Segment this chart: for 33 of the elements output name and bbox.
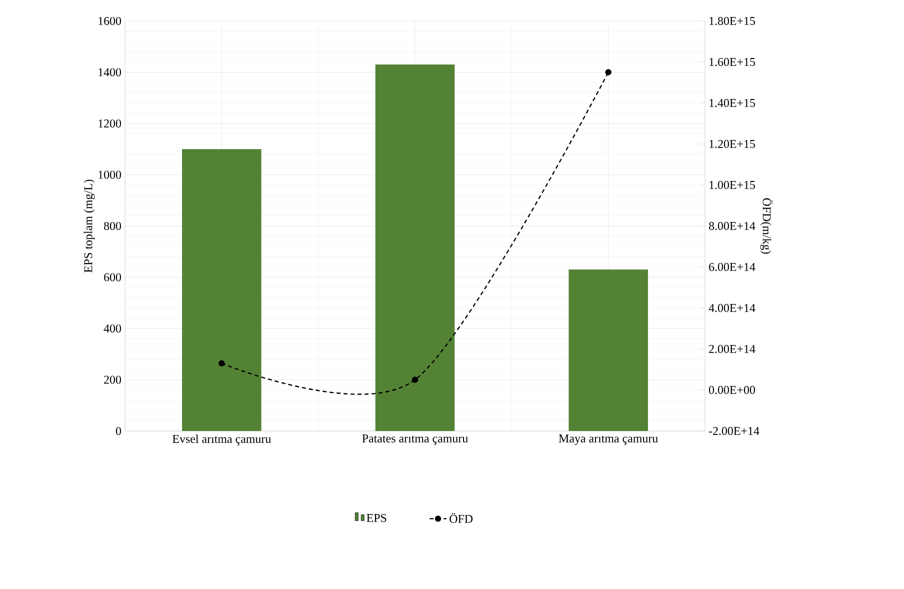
x-tick-label: Maya arıtma çamuru [558, 434, 658, 445]
y2-tick-label: -2.00E+14 [708, 426, 760, 436]
y2-tick-label: 2.00E+14 [709, 344, 756, 354]
y-tick-label: 1400 [98, 68, 122, 76]
legend-label: ÖFD [450, 513, 473, 523]
point [412, 376, 418, 383]
bar [568, 270, 648, 431]
y-tick-label: 1000 [98, 170, 122, 179]
y2-tick-label: 1.40E+15 [710, 98, 755, 108]
y2-axis-title: ÖFD(m/kg) [760, 198, 773, 254]
y2-tick-label: 6.00E+14 [709, 262, 756, 272]
x-tick-label: Evsel arıtma çamuru [172, 434, 271, 446]
y2-tick-label: 8.00E+14 [708, 222, 756, 230]
y2-tick-label: 1.80E+15 [710, 16, 755, 26]
y-tick-label: 400 [104, 324, 122, 333]
bar [375, 64, 455, 431]
y-tick-label: 200 [104, 376, 122, 384]
legend-label: EPS [366, 514, 386, 522]
y-tick-label: 0 [116, 426, 122, 436]
y-tick-label: 600 [104, 273, 122, 282]
y2-tick-label: 1.00E+15 [710, 180, 755, 190]
point [605, 69, 612, 76]
y-tick-label: 800 [104, 222, 122, 230]
y-axis-title: EPS toplam (mg/L) [84, 180, 95, 272]
y2-tick-label: 1.60E+15 [710, 58, 755, 66]
x-tick-label: Patates arıtma çamuru [362, 434, 468, 445]
point [218, 360, 225, 366]
y-tick-label: 1600 [98, 16, 122, 26]
y2-tick-label: 1.20E+15 [710, 140, 755, 148]
y2-tick-label: 4.00E+14 [708, 304, 756, 312]
bar [182, 149, 262, 431]
y2-tick-label: 0.00E+00 [708, 386, 755, 394]
y-tick-label: 1200 [98, 119, 122, 128]
